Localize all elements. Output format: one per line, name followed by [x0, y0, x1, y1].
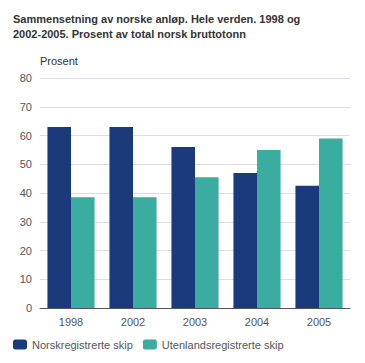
svg-text:60: 60: [20, 130, 32, 142]
svg-text:50: 50: [20, 158, 32, 170]
svg-text:70: 70: [20, 101, 32, 113]
svg-text:Sammensetning av norske anløp.: Sammensetning av norske anløp. Hele verd…: [13, 13, 300, 25]
svg-text:Norskregistrerte skip: Norskregistrerte skip: [32, 339, 133, 351]
svg-text:80: 80: [20, 72, 32, 84]
svg-text:0: 0: [26, 302, 32, 314]
svg-text:10: 10: [20, 273, 32, 285]
svg-text:2002: 2002: [121, 316, 145, 328]
svg-text:2004: 2004: [245, 316, 269, 328]
svg-text:2003: 2003: [183, 316, 207, 328]
svg-text:Utenlandsregistrerte skip: Utenlandsregistrerte skip: [162, 339, 284, 351]
svg-text:Prosent: Prosent: [40, 55, 78, 67]
svg-text:1998: 1998: [59, 316, 83, 328]
svg-text:2005: 2005: [307, 316, 331, 328]
svg-text:40: 40: [20, 187, 32, 199]
svg-text:30: 30: [20, 216, 32, 228]
svg-text:2002-2005. Prosent av total no: 2002-2005. Prosent av total norsk brutto…: [13, 28, 246, 40]
svg-text:20: 20: [20, 245, 32, 257]
